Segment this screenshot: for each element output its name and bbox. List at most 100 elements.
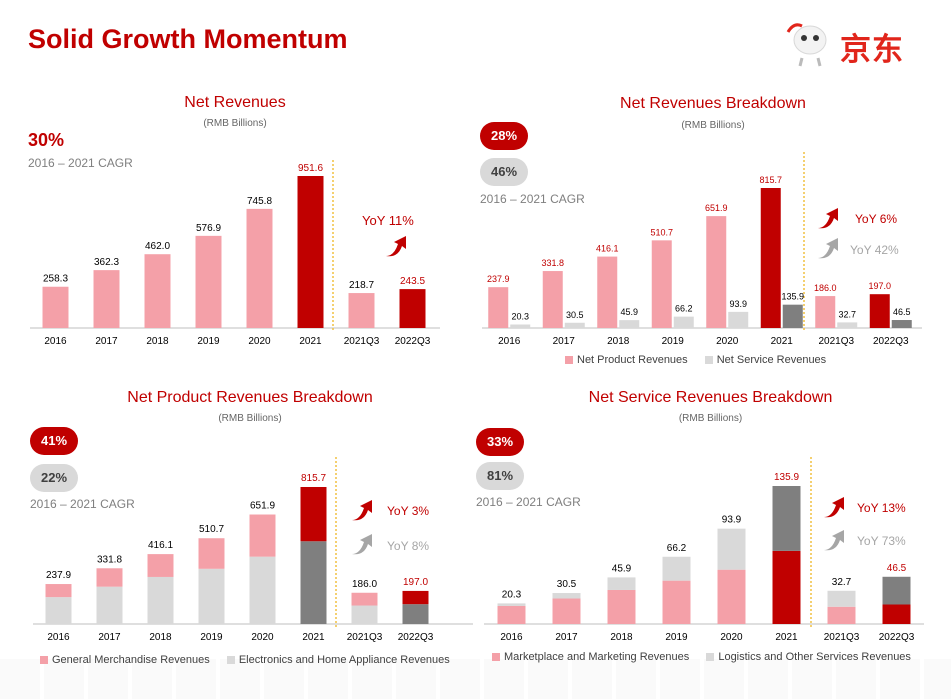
data-label: 93.9 xyxy=(729,299,747,309)
bar xyxy=(891,320,912,328)
bar xyxy=(542,271,563,328)
bar-segment xyxy=(249,514,276,557)
data-label: 135.9 xyxy=(781,292,804,302)
bar xyxy=(564,322,585,328)
bar xyxy=(760,188,781,328)
bar-segment xyxy=(402,590,429,605)
bar xyxy=(488,287,509,328)
bar xyxy=(144,254,171,328)
x-tick-label: 2017 xyxy=(555,632,578,643)
x-tick-label: 2022Q3 xyxy=(873,336,909,347)
data-label: 416.1 xyxy=(596,244,619,254)
x-tick-label: 2016 xyxy=(500,632,523,643)
service-breakdown-chart: 2016 2017 2018 2019 2020 2021 2021Q3 2022Q3 20.3… xyxy=(484,457,924,643)
x-tick-label: 2020 xyxy=(720,632,743,643)
bar xyxy=(348,293,375,328)
x-tick-label: 2017 xyxy=(98,632,121,643)
panel-subtitle: (RMB Billions) xyxy=(678,413,743,424)
cagr-pill-grey: 81% xyxy=(476,462,524,490)
bar xyxy=(728,311,749,328)
bar-segment xyxy=(717,569,746,624)
bar xyxy=(869,294,890,328)
data-label: 237.9 xyxy=(46,570,71,581)
cagr-pill-grey: 22% xyxy=(30,464,78,492)
x-tick-label: 2017 xyxy=(553,336,576,347)
data-label: 20.3 xyxy=(502,589,522,600)
bar xyxy=(619,320,640,328)
legend-item: Marketplace and Marketing Revenues xyxy=(492,651,689,663)
panel-subtitle: (RMB Billions) xyxy=(681,120,745,131)
data-label: 45.9 xyxy=(612,563,632,574)
panel-net-revenues: Net Revenues (RMB Billions) 30% 2016 – 2… xyxy=(0,90,470,360)
data-label: 66.2 xyxy=(667,543,687,554)
data-label: 135.9 xyxy=(774,472,799,483)
cagr-label: 2016 – 2021 CAGR xyxy=(30,497,135,511)
bar-segment xyxy=(607,577,636,590)
bar-segment xyxy=(772,550,801,624)
cagr-label: 2016 – 2021 CAGR xyxy=(480,192,585,206)
panel-title: Net Revenues xyxy=(184,94,286,111)
bar-segment xyxy=(827,606,856,624)
footer-decoration xyxy=(0,659,951,699)
bar-segment xyxy=(45,584,72,598)
data-label: 815.7 xyxy=(759,175,782,185)
x-tick-label: 2019 xyxy=(665,632,688,643)
x-tick-label: 2020 xyxy=(248,336,271,347)
bar-segment xyxy=(351,592,378,606)
yoy-grey-label: YoY 8% xyxy=(387,539,430,553)
data-label: 651.9 xyxy=(250,501,275,512)
bar xyxy=(510,324,531,328)
cagr-pill-red: 41% xyxy=(30,427,78,455)
data-label: 462.0 xyxy=(145,241,170,252)
data-label: 45.9 xyxy=(620,307,638,317)
data-label: 243.5 xyxy=(400,276,425,287)
data-label: 651.9 xyxy=(705,203,728,213)
panel-title: Net Revenues Breakdown xyxy=(620,95,806,112)
x-tick-label: 2022Q3 xyxy=(879,632,915,643)
bar-segment xyxy=(96,586,123,624)
x-tick-label: 2016 xyxy=(44,336,67,347)
bar-segment xyxy=(552,598,581,624)
x-tick-label: 2021 xyxy=(302,632,325,643)
bar xyxy=(297,176,324,328)
x-tick-label: 2021Q3 xyxy=(824,632,860,643)
bar-segment xyxy=(249,556,276,624)
legend-item: Net Service Revenues xyxy=(704,354,826,366)
net-revenues-chart: 2016 2017 2018 2019 2020 2021 2021Q3 2022Q3 258.… xyxy=(30,160,440,347)
x-tick-label: 2016 xyxy=(47,632,70,643)
bar-segment xyxy=(198,538,225,569)
legend-item: Logistics and Other Services Revenues xyxy=(706,651,911,663)
bar-segment xyxy=(717,528,746,570)
bar xyxy=(673,316,694,328)
bar-segment xyxy=(662,556,691,581)
x-tick-label: 2016 xyxy=(498,336,521,347)
data-label: 951.6 xyxy=(298,163,323,174)
data-label: 510.7 xyxy=(199,524,224,535)
data-label: 197.0 xyxy=(868,281,891,291)
bar xyxy=(782,304,803,328)
legend: Net Product Revenues Net Service Revenue… xyxy=(565,354,840,366)
x-tick-label: 2017 xyxy=(95,336,118,347)
bar-segment xyxy=(497,603,526,606)
growth-arrow-grey-icon xyxy=(824,530,844,551)
growth-arrow-grey-icon xyxy=(818,238,838,259)
bar-segment xyxy=(607,589,636,624)
data-label: 745.8 xyxy=(247,196,272,207)
data-label: 218.7 xyxy=(349,280,374,291)
growth-arrow-red-icon xyxy=(818,208,838,229)
bar xyxy=(597,256,618,328)
data-label: 510.7 xyxy=(650,227,673,237)
bar-segment xyxy=(198,568,225,624)
data-label: 30.5 xyxy=(557,579,577,590)
yoy-red-label: YoY 6% xyxy=(855,212,898,226)
data-label: 46.5 xyxy=(893,307,911,317)
data-label: 46.5 xyxy=(887,563,907,574)
yoy-red-label: YoY 13% xyxy=(857,501,906,515)
data-label: 258.3 xyxy=(43,274,68,285)
x-tick-label: 2018 xyxy=(610,632,633,643)
x-tick-label: 2018 xyxy=(146,336,169,347)
bar xyxy=(93,270,120,328)
bar xyxy=(706,216,727,328)
legend: Marketplace and Marketing Revenues Logis… xyxy=(492,651,925,663)
yoy-red-label: YoY 3% xyxy=(387,504,430,518)
